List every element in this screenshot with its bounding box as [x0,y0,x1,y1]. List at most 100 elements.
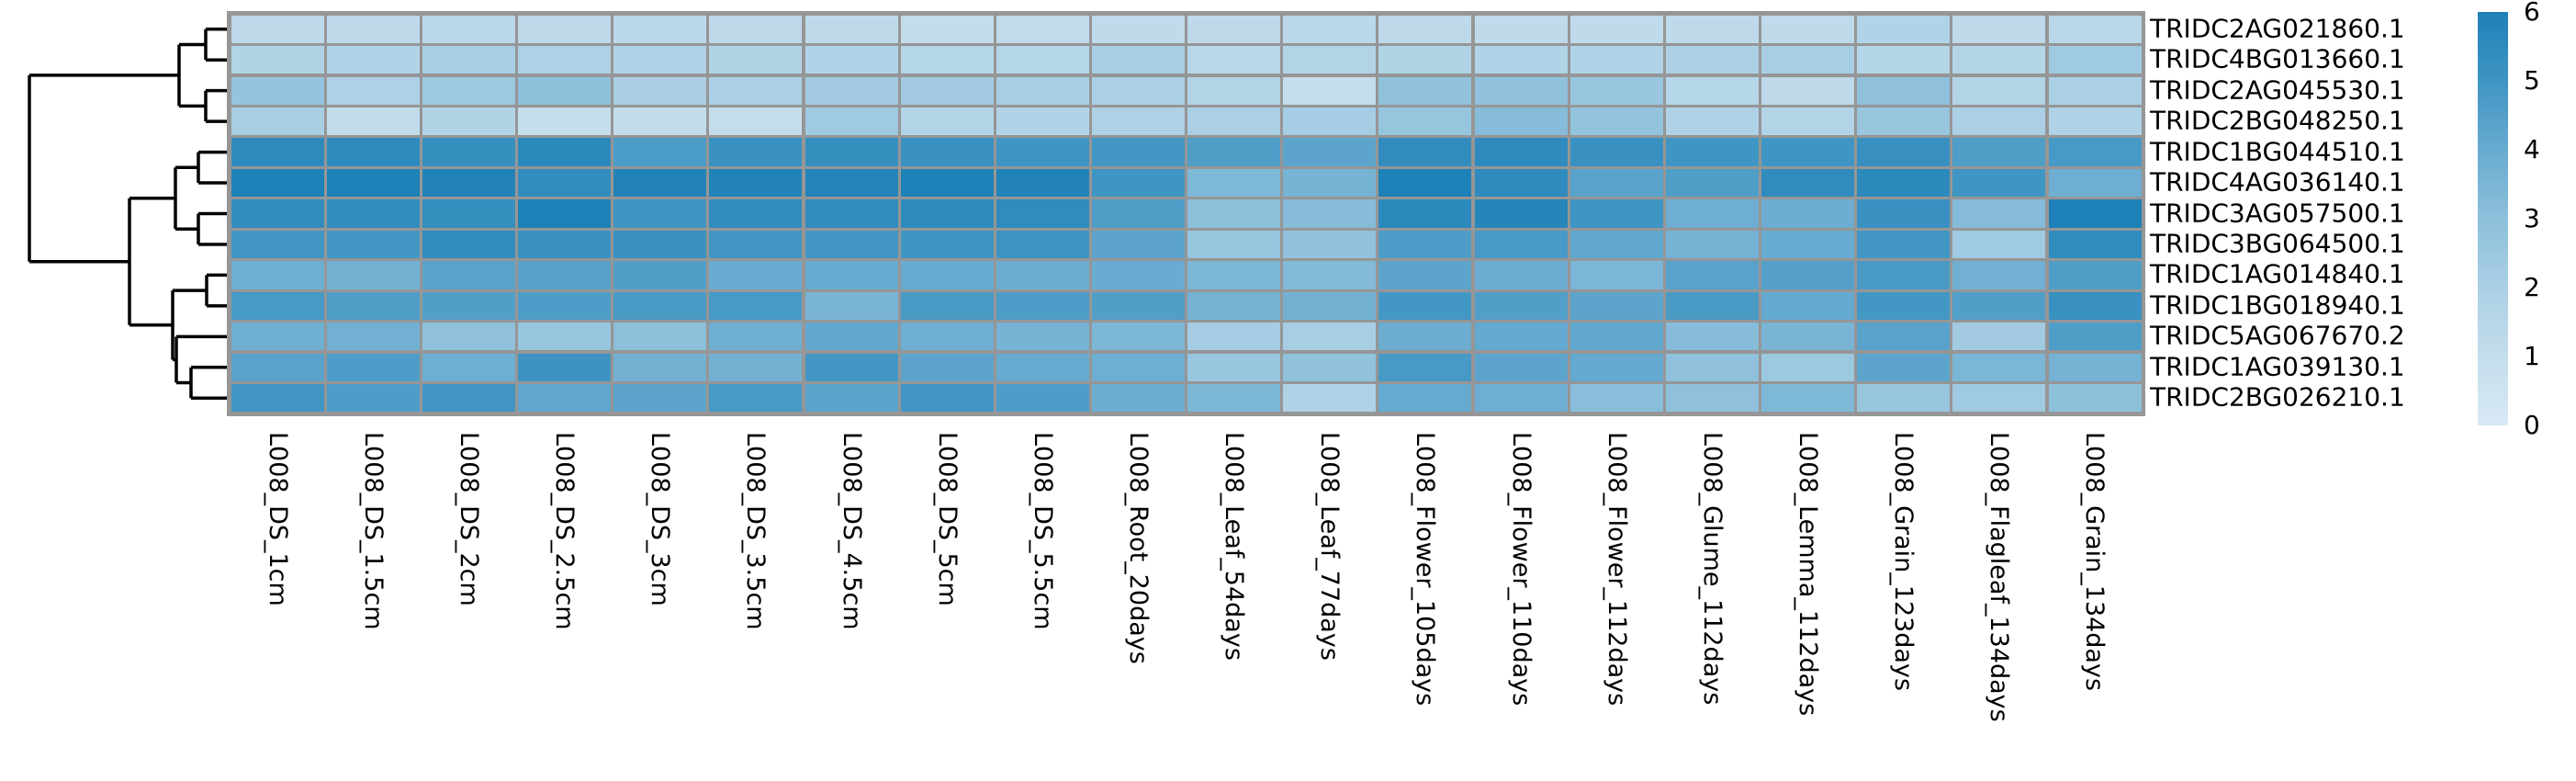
heatmap-cell [518,108,612,136]
heatmap-cell [1474,384,1568,413]
heatmap-cell [1569,261,1663,289]
heatmap-cell [231,138,324,166]
heatmap-cell [1187,199,1281,228]
heatmap-cell [709,353,803,381]
heatmap-cell [326,46,420,74]
heatmap-cell [804,108,898,136]
heatmap-cell [1952,353,2046,381]
heatmap-cell [613,15,707,43]
heatmap-cell [422,138,515,166]
heatmap-cell [2048,76,2142,105]
heatmap-cell [1378,46,1472,74]
heatmap-cell [996,323,1089,351]
heatmap-cell [1952,138,2046,166]
heatmap-cell [1283,76,1377,105]
heatmap-cell [613,46,707,74]
heatmap-cell [422,76,515,105]
row-label: TRIDC4AG036140.1 [2150,166,2405,198]
heatmap-cell [326,15,420,43]
heatmap-cell [900,168,994,198]
heatmap-cell [996,384,1089,413]
heatmap-cell [613,138,707,166]
heatmap-cell [1474,46,1568,74]
heatmap-cell [709,291,803,321]
heatmap-cell [1378,323,1472,351]
heatmap-cell [996,168,1089,198]
heatmap-cell [518,261,612,289]
row-label: TRIDC3AG057500.1 [2150,197,2405,228]
heatmap-cell [1378,76,1472,105]
heatmap-cell [1665,46,1759,74]
row-label: TRIDC3BG064500.1 [2150,228,2405,259]
heatmap-cell [1283,15,1377,43]
heatmap-cell [1474,15,1568,43]
heatmap-cell [326,230,420,259]
heatmap-cell [804,168,898,198]
heatmap-cell [996,138,1089,166]
column-label: L008_Leaf_54days [1220,432,1249,661]
heatmap-cell [326,76,420,105]
heatmap-cell [2048,138,2142,166]
heatmap-cell [1474,168,1568,198]
heatmap-cell [1187,384,1281,413]
heatmap-cell [1665,230,1759,259]
heatmap-cell [1761,353,1854,381]
heatmap-cell [1187,138,1281,166]
heatmap-cell [613,261,707,289]
heatmap-cell [900,46,994,74]
heatmap-cell [709,261,803,289]
heatmap-cell [1665,291,1759,321]
heatmap-cell [1952,291,2046,321]
heatmap-cell [804,230,898,259]
column-label: L008_Flagleaf_134days [1985,432,2014,722]
heatmap-cell [709,46,803,74]
colorbar-tick-label: 2 [2524,272,2540,302]
heatmap-cell [709,76,803,105]
heatmap-cell [2048,291,2142,321]
heatmap-cell [1665,261,1759,289]
heatmap-cell [709,384,803,413]
heatmap-cell [1857,138,1951,166]
heatmap-cell [518,384,612,413]
column-label: L008_DS_3.5cm [741,432,771,630]
heatmap-cell [231,384,324,413]
heatmap-grid [227,11,2145,416]
heatmap-cell [996,291,1089,321]
heatmap-cell [231,323,324,351]
heatmap-cell [1187,168,1281,198]
heatmap-cell [804,353,898,381]
heatmap-cell [422,46,515,74]
heatmap-cell [613,323,707,351]
heatmap-cell [518,199,612,228]
heatmap-cell [709,108,803,136]
heatmap-cell [518,230,612,259]
column-label: L008_DS_3cm [646,432,675,606]
heatmap-cell [1092,108,1185,136]
heatmap-cell [1857,384,1951,413]
heatmap-cell [709,230,803,259]
heatmap-cell [1474,76,1568,105]
heatmap-cell [1761,168,1854,198]
heatmap-cell [1378,108,1472,136]
heatmap-cell [1187,76,1281,105]
heatmap-cell [1569,230,1663,259]
heatmap-cell [1378,384,1472,413]
row-label: TRIDC2BG026210.1 [2150,381,2405,413]
heatmap-cell [1283,261,1377,289]
heatmap-cell [1092,261,1185,289]
heatmap-cell [326,323,420,351]
heatmap-cell [1474,108,1568,136]
column-label: L008_DS_2cm [454,432,483,606]
column-label: L008_DS_5.5cm [1028,432,1057,630]
row-label: TRIDC1BG044510.1 [2150,136,2405,167]
heatmap-cell [1092,199,1185,228]
heatmap-cell [1378,291,1472,321]
heatmap-cell [709,168,803,198]
colorbar [2478,12,2508,425]
heatmap-cell [804,291,898,321]
heatmap-cell [1665,168,1759,198]
row-label: TRIDC4BG013660.1 [2150,43,2405,74]
row-label: TRIDC1AG039130.1 [2150,351,2405,382]
heatmap-cell [422,15,515,43]
heatmap-cell [1474,230,1568,259]
